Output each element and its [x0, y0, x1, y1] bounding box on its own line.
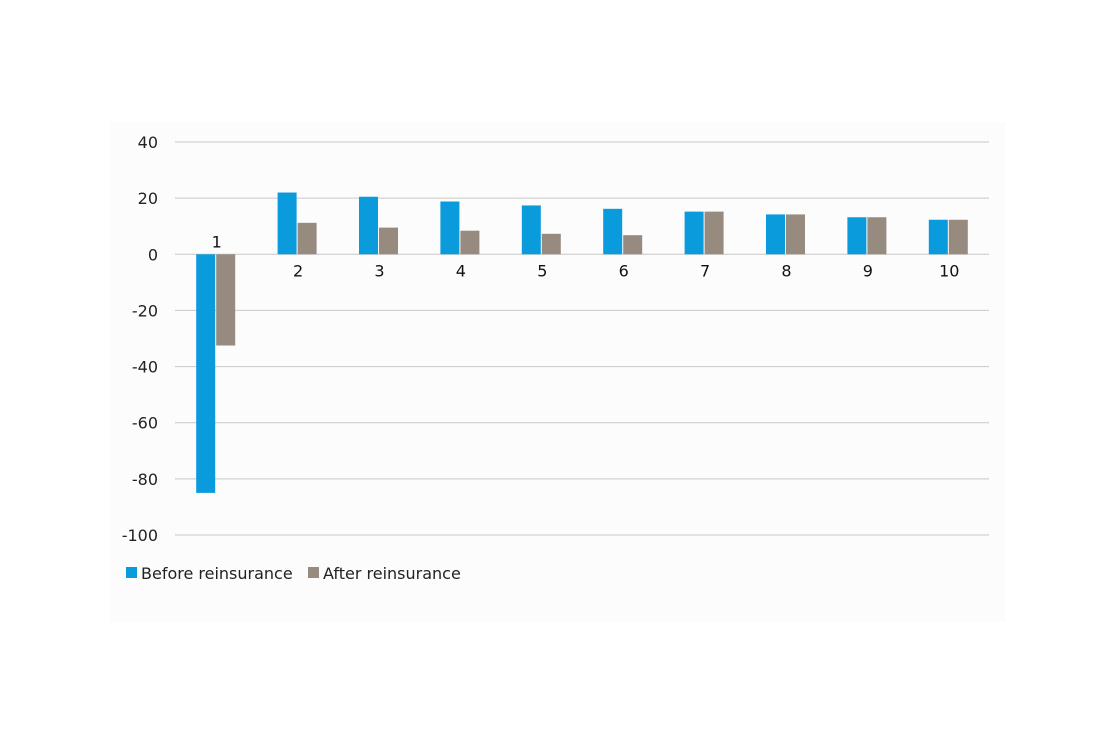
y-tick-label: 20: [138, 189, 158, 208]
bar-after-1: [216, 254, 236, 346]
legend-swatch-after: [308, 567, 319, 578]
category-label: 3: [374, 261, 384, 280]
bar-before-2: [277, 192, 297, 255]
category-label: 1: [212, 232, 222, 251]
y-axis-ticks: 40 20 0 -20 -40 -60 -80 -100: [122, 133, 158, 545]
bar-before-6: [603, 208, 623, 255]
y-tick-label: -60: [132, 414, 158, 433]
bar-before-9: [847, 217, 867, 255]
bar-before-7: [684, 211, 704, 255]
legend-label-after: After reinsurance: [323, 564, 461, 583]
y-tick-label: -100: [122, 526, 158, 545]
bars: [196, 192, 968, 493]
bar-after-2: [297, 222, 317, 255]
category-label: 2: [293, 261, 303, 280]
bar-after-6: [623, 235, 643, 255]
y-tick-label: -80: [132, 470, 158, 489]
y-tick-label: 0: [148, 245, 158, 264]
bar-after-8: [786, 214, 805, 255]
category-label: 4: [456, 261, 466, 280]
category-label: 9: [863, 261, 873, 280]
chart-container: 40 20 0 -20 -40 -60 -80 -100 1 2 3 4 5 6 7 8 9 10 Before…: [110, 122, 1005, 622]
y-tick-label: -20: [132, 301, 158, 320]
y-tick-label: 40: [138, 133, 158, 152]
category-label: 5: [537, 261, 547, 280]
legend: Before reinsurance After reinsurance: [126, 564, 461, 583]
bar-after-7: [704, 211, 724, 255]
bar-after-5: [541, 233, 561, 255]
category-label: 8: [781, 261, 791, 280]
gridlines: [175, 141, 989, 536]
bar-before-10: [928, 219, 948, 255]
bar-after-10: [948, 219, 968, 255]
bar-before-1: [196, 254, 216, 493]
bar-after-3: [379, 227, 398, 255]
category-labels: 1 2 3 4 5 6 7 8 9 10: [212, 232, 960, 280]
bar-after-9: [867, 217, 887, 255]
bar-before-3: [359, 196, 378, 255]
bar-before-4: [440, 201, 460, 255]
bar-before-8: [766, 214, 785, 255]
bar-before-5: [521, 205, 541, 255]
legend-label-before: Before reinsurance: [141, 564, 293, 583]
y-tick-label: -40: [132, 358, 158, 377]
category-label: 10: [939, 261, 959, 280]
legend-swatch-before: [126, 567, 137, 578]
bar-chart: 40 20 0 -20 -40 -60 -80 -100 1 2 3 4 5 6 7 8 9 10 Before…: [122, 133, 989, 583]
category-label: 6: [619, 261, 629, 280]
category-label: 7: [700, 261, 710, 280]
bar-after-4: [460, 230, 480, 255]
